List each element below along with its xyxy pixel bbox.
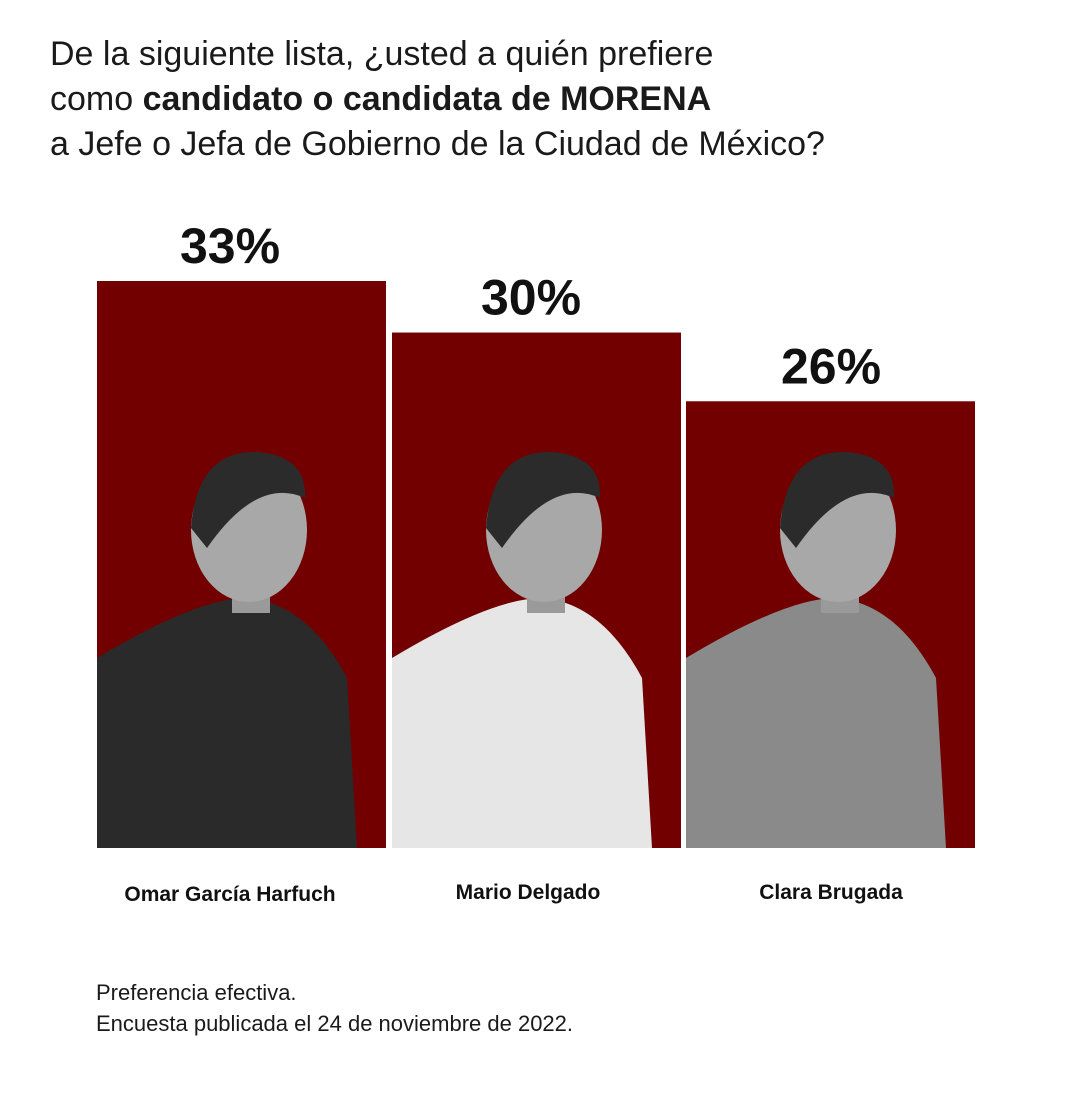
bar-chart: 33% Omar García Harfuch 30% Mario Delgado 26… <box>97 218 975 906</box>
footer-line-1: Preferencia efectiva. <box>96 980 297 1005</box>
title-line-2-bold: candidato o candidata de MORENA <box>142 80 712 118</box>
category-label-1: Omar García Harfuch <box>124 883 335 906</box>
value-label-2: 30% <box>481 270 581 326</box>
value-label-1: 33% <box>180 218 280 274</box>
candidate-photo-2 <box>392 451 652 848</box>
footer-line-2: Encuesta publicada el 24 de noviembre de… <box>96 1011 574 1036</box>
candidate-photo-1 <box>97 451 357 848</box>
title-line-1: De la siguiente lista, ¿usted a quién pr… <box>50 35 714 73</box>
value-label-3: 26% <box>781 338 881 394</box>
category-label-2: Mario Delgado <box>456 881 601 904</box>
title-line-3: a Jefe o Jefa de Gobierno de la Ciudad d… <box>50 125 825 163</box>
footer-note: Preferencia efectiva. Encuesta publicada… <box>96 977 573 1039</box>
chart-title: De la siguiente lista, ¿usted a quién pr… <box>50 32 1010 167</box>
candidate-photo-3 <box>686 451 946 848</box>
title-line-2-prefix: como <box>50 80 143 118</box>
title-line-2: como candidato o candidata de MORENA <box>50 77 1010 122</box>
category-label-3: Clara Brugada <box>759 881 903 904</box>
